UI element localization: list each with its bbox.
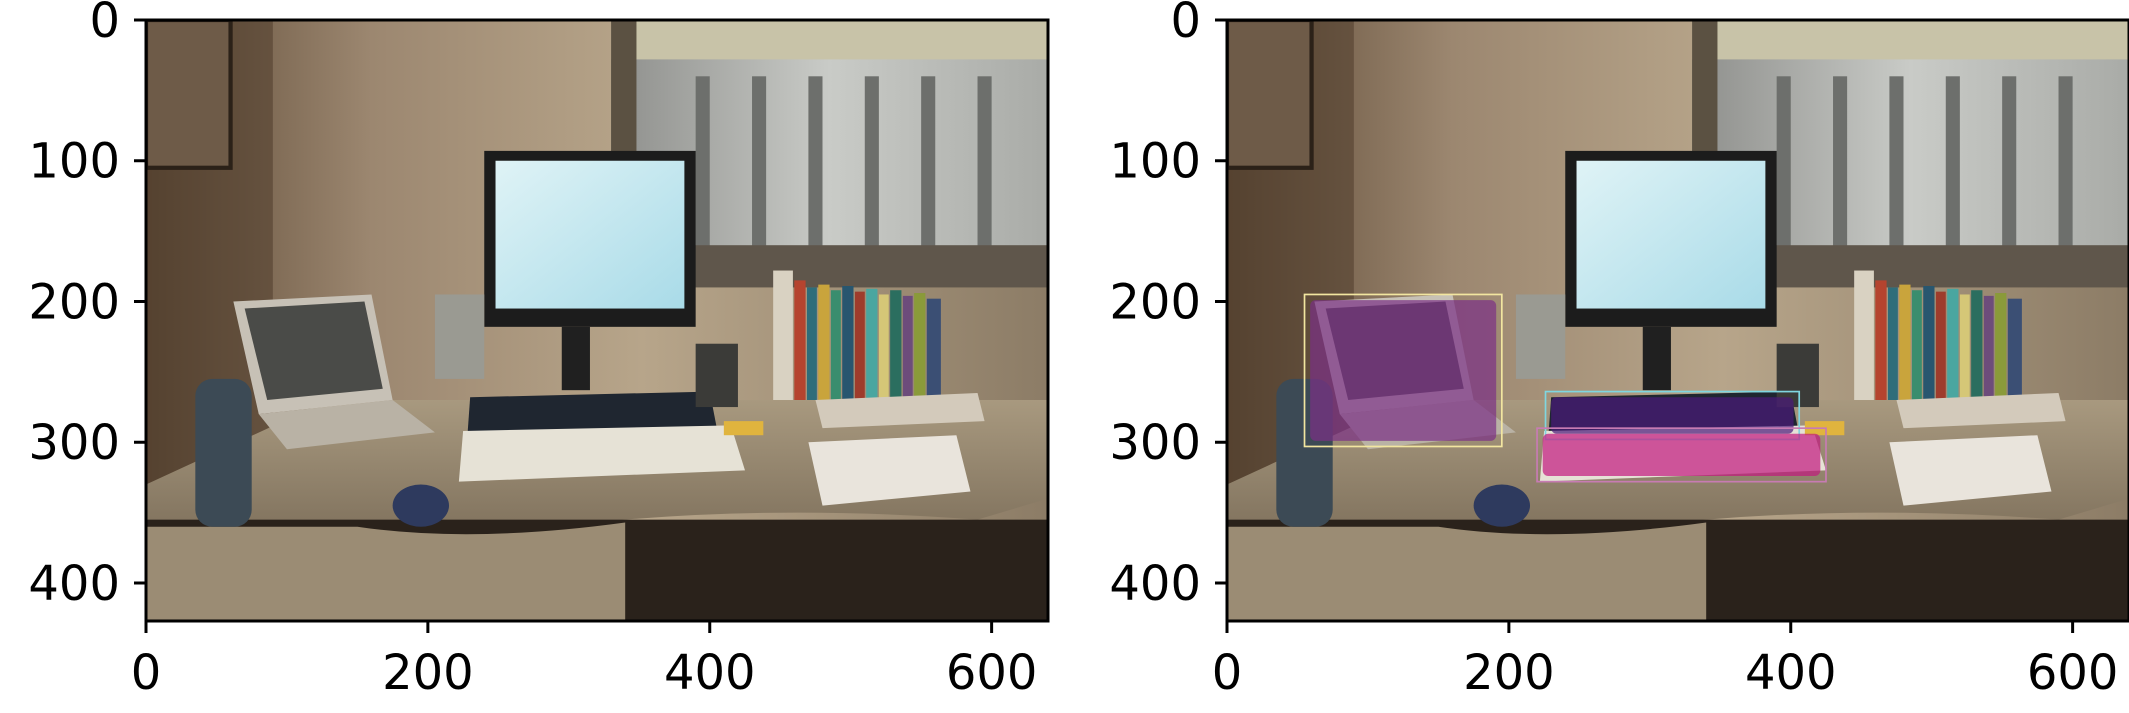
segmentation-annotations [1303, 293, 1827, 483]
keyboard-mask [1542, 433, 1821, 477]
keyboard-mask [1551, 397, 1794, 434]
right-xtick-label: 400 [1745, 645, 1837, 701]
left-xtick-label: 600 [946, 645, 1038, 701]
left-axes-frame [144, 18, 1050, 623]
right-xtick-label: 200 [1463, 645, 1555, 701]
right-ytick-label: 100 [1109, 134, 1201, 190]
right-ytick-label: 0 [1170, 0, 1201, 49]
right-ytick-label: 300 [1109, 415, 1201, 471]
laptop-bounding-box [1303, 293, 1503, 448]
right-panel: 0 200 400 600 0 100 200 300 400 [1109, 0, 2129, 701]
left-ytick-label: 200 [28, 274, 120, 330]
left-desk-photo [146, 20, 1048, 621]
right-desk-photo [1227, 20, 2129, 621]
right-xtick-label: 0 [1212, 645, 1243, 701]
keyboard-bounding-box [1536, 427, 1827, 483]
left-ytick-label: 0 [89, 0, 120, 49]
left-xtick-label: 0 [131, 645, 162, 701]
right-axis-ticks: 0 200 400 600 0 100 200 300 400 [1109, 0, 2118, 701]
left-xtick-label: 400 [664, 645, 756, 701]
right-ytick-label: 200 [1109, 274, 1201, 330]
laptop-mask [1310, 300, 1497, 441]
right-ytick-label: 400 [1109, 556, 1201, 612]
left-axis-ticks: 0 200 400 600 0 100 200 300 400 [28, 0, 1037, 701]
left-ytick-label: 400 [28, 556, 120, 612]
right-xtick-label: 600 [2027, 645, 2119, 701]
left-ytick-label: 300 [28, 415, 120, 471]
left-ytick-label: 100 [28, 134, 120, 190]
left-panel: 0 200 400 600 0 100 200 300 400 [28, 0, 1050, 701]
right-axes-frame [1225, 18, 2129, 623]
left-xtick-label: 200 [382, 645, 474, 701]
